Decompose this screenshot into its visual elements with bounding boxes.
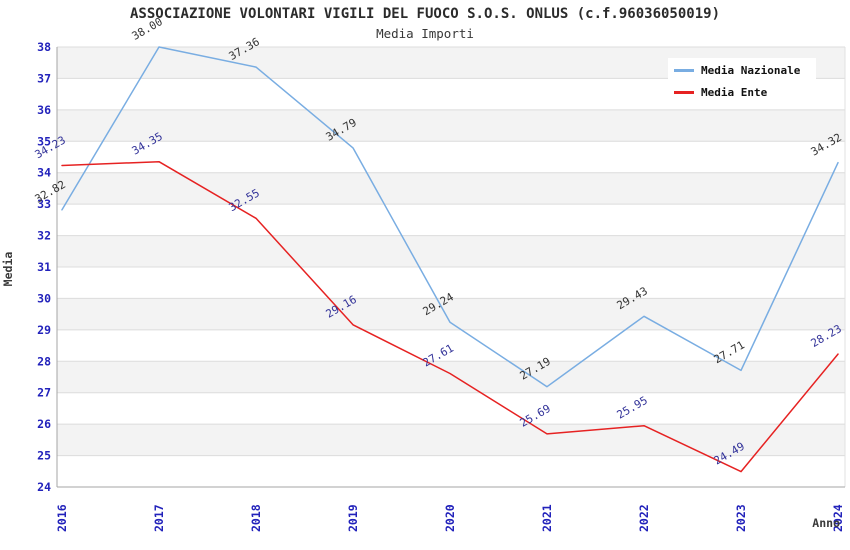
chart-title: ASSOCIAZIONE VOLONTARI VIGILI DEL FUOCO … xyxy=(129,6,720,22)
x-tick-label: 2023 xyxy=(734,504,748,532)
x-tick-label: 2024 xyxy=(831,504,845,532)
y-tick-label: 25 xyxy=(37,449,51,463)
y-tick-label: 35 xyxy=(37,134,51,148)
legend-line-sample-nazionale xyxy=(674,68,694,72)
legend-item-media-nazionale: Media Nazionale xyxy=(668,65,816,76)
x-tick-label: 2016 xyxy=(55,504,69,532)
band xyxy=(57,109,845,142)
y-tick-label: 30 xyxy=(37,291,51,305)
y-tick-label: 36 xyxy=(37,103,51,117)
series-line-ente xyxy=(61,160,839,473)
y-axis-title: Media xyxy=(1,251,15,287)
x-tick-label: 2020 xyxy=(443,504,457,532)
x-tick-label: 2022 xyxy=(637,504,651,532)
legend-item-media-ente: Media Ente xyxy=(668,87,816,98)
x-tick-label: 2021 xyxy=(540,504,554,532)
band xyxy=(57,361,845,393)
y-tick-label: 26 xyxy=(37,417,51,431)
band xyxy=(57,298,845,330)
y-tick-label: 34 xyxy=(37,166,51,180)
y-tick-label: 28 xyxy=(37,354,51,368)
legend-line-sample-ente xyxy=(674,90,694,94)
chart-subtitle: Media Importi xyxy=(376,26,474,41)
y-tick-label: 27 xyxy=(37,386,51,400)
y-tick-label: 24 xyxy=(37,480,51,494)
legend-label-ente: Media Ente xyxy=(701,85,768,99)
band xyxy=(57,172,845,205)
x-tick-label: 2017 xyxy=(152,504,166,532)
x-tick-label: 2018 xyxy=(249,504,263,532)
y-tick-label: 33 xyxy=(37,197,51,211)
y-tick-label: 29 xyxy=(37,323,51,337)
series-line-nazionale xyxy=(61,46,839,388)
legend-label-nazionale: Media Nazionale xyxy=(701,63,801,77)
legend: Media Nazionale Media Ente xyxy=(668,58,816,104)
band xyxy=(57,424,845,456)
point-label: 38.00 xyxy=(130,15,165,43)
x-axis-title: Anno xyxy=(812,516,840,530)
y-tick-label: 38 xyxy=(37,40,51,54)
y-tick-label: 31 xyxy=(37,260,51,274)
y-tick-label: 32 xyxy=(37,229,51,243)
y-tick-label: 37 xyxy=(37,71,51,85)
x-tick-label: 2019 xyxy=(346,504,360,532)
band xyxy=(57,235,845,267)
